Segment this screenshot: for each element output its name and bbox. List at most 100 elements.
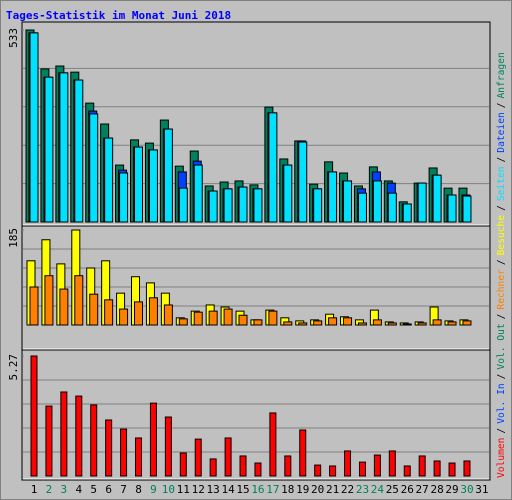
- bar: [343, 180, 353, 223]
- x-tick-label: 29: [445, 483, 458, 496]
- bar: [224, 437, 232, 477]
- x-tick-label: 6: [105, 483, 112, 496]
- x-tick-label: 4: [75, 483, 82, 496]
- bar: [178, 187, 188, 223]
- bar: [283, 321, 293, 326]
- x-tick-label: 8: [135, 483, 142, 496]
- x-tick-label: 14: [221, 483, 235, 496]
- bar: [60, 391, 68, 477]
- bar: [44, 76, 54, 223]
- legend-entry: Volumen: [496, 438, 507, 478]
- bar: [328, 171, 338, 223]
- bar: [194, 438, 202, 477]
- x-tick-label: 23: [356, 483, 369, 496]
- bar: [44, 275, 54, 326]
- legend-entry: Rechner: [496, 269, 507, 310]
- bar: [178, 318, 188, 326]
- bar: [433, 460, 441, 477]
- x-tick-label: 9: [150, 483, 157, 496]
- x-tick-label: 22: [341, 483, 354, 496]
- x-tick-label: 15: [236, 483, 249, 496]
- bar: [75, 395, 83, 477]
- bar: [89, 293, 99, 326]
- bar: [372, 319, 382, 326]
- bar: [462, 195, 472, 223]
- bar: [387, 322, 397, 326]
- legend: Volumen / Vol. In / Vol. Out / Rechner / Besuche…: [496, 52, 507, 478]
- bar: [284, 455, 292, 477]
- bar: [417, 182, 427, 223]
- bar: [209, 458, 217, 477]
- x-tick-label: 21: [326, 483, 339, 496]
- bar: [358, 461, 366, 477]
- bar: [119, 308, 129, 326]
- bar: [104, 137, 114, 223]
- bar: [179, 452, 187, 477]
- legend-separator: /: [496, 102, 507, 108]
- x-tick-label: 5: [90, 483, 97, 496]
- bar: [59, 72, 69, 223]
- x-tick-label: 30: [460, 483, 473, 496]
- bar: [462, 320, 472, 326]
- bar: [223, 188, 233, 223]
- bar: [268, 310, 278, 326]
- x-tick-label: 3: [61, 483, 68, 496]
- bar: [402, 323, 412, 326]
- x-tick-label: 26: [401, 483, 414, 496]
- bar: [89, 113, 99, 223]
- x-tick-label: 27: [416, 483, 429, 496]
- bar: [193, 311, 203, 326]
- bar: [269, 412, 277, 477]
- y-tick-label: 533: [7, 28, 20, 48]
- bar: [403, 465, 411, 477]
- bar: [402, 203, 412, 223]
- bar: [148, 149, 158, 223]
- bar: [120, 428, 128, 477]
- bar: [223, 308, 233, 326]
- bar: [29, 32, 39, 223]
- bar: [208, 310, 218, 326]
- x-tick-label: 28: [430, 483, 443, 496]
- y-tick-label: 185: [7, 228, 20, 248]
- bar: [74, 79, 84, 223]
- bar: [164, 416, 172, 477]
- bar: [30, 355, 38, 477]
- bar: [313, 320, 323, 326]
- bar: [119, 172, 129, 223]
- bar: [163, 304, 173, 326]
- bar: [253, 319, 263, 326]
- x-tick-label: 31: [475, 483, 488, 496]
- legend-separator: /: [496, 156, 507, 162]
- bar: [149, 402, 157, 477]
- bar: [283, 164, 293, 223]
- bar: [373, 454, 381, 477]
- bar: [104, 299, 114, 326]
- bar: [193, 164, 203, 223]
- x-tick-label: 18: [281, 483, 294, 496]
- x-tick-label: 12: [192, 483, 205, 496]
- y-tick-label: 5.27: [7, 354, 20, 381]
- legend-separator: /: [496, 313, 507, 319]
- bar: [448, 462, 456, 477]
- x-tick-label: 17: [266, 483, 279, 496]
- x-tick-label: 20: [311, 483, 324, 496]
- bar: [45, 405, 53, 477]
- bar: [447, 194, 457, 223]
- bar: [253, 188, 263, 223]
- x-tick-label: 25: [386, 483, 399, 496]
- bar: [254, 462, 262, 477]
- bar: [314, 464, 322, 477]
- x-tick-label: 10: [162, 483, 175, 496]
- bar: [298, 322, 308, 326]
- x-tick-label: 19: [296, 483, 309, 496]
- bar: [313, 188, 323, 223]
- bar: [135, 437, 143, 477]
- bar: [388, 450, 396, 477]
- legend-separator: /: [496, 373, 507, 379]
- legend-separator: /: [496, 428, 507, 434]
- bar: [357, 322, 367, 326]
- bar: [163, 128, 173, 223]
- bar: [329, 465, 337, 477]
- bar: [59, 288, 69, 326]
- bar: [238, 186, 248, 223]
